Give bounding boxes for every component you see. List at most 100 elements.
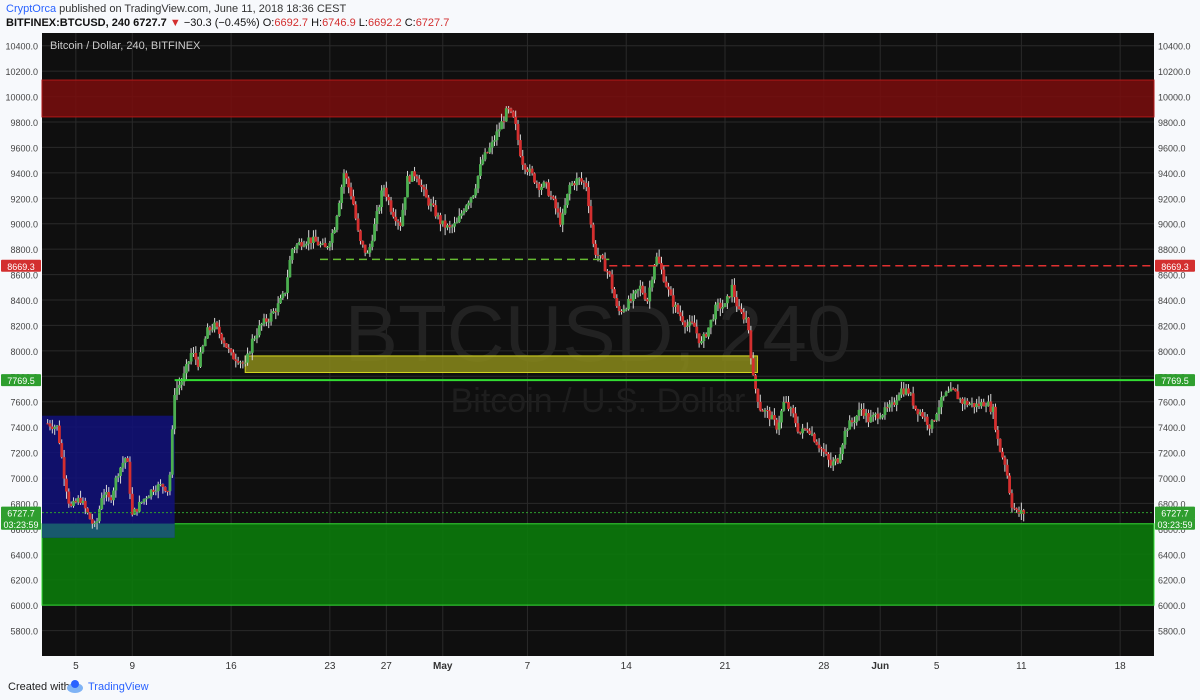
x-tick-label: 27 bbox=[381, 661, 393, 672]
candle-body bbox=[100, 498, 104, 509]
candle-body bbox=[208, 327, 212, 331]
candle-body bbox=[601, 255, 605, 259]
y-tick-label-left: 5800.0 bbox=[10, 627, 38, 637]
y-tick-label-right: 8600.0 bbox=[1158, 271, 1186, 281]
candle-body bbox=[335, 215, 339, 230]
price-tag-left bbox=[1, 506, 41, 519]
candle-body bbox=[928, 424, 932, 429]
candle-body bbox=[864, 413, 868, 416]
candle-body bbox=[878, 417, 882, 419]
y-tick-label-right: 8000.0 bbox=[1158, 347, 1186, 357]
candle-body bbox=[368, 247, 372, 253]
y-tick-label-right: 10000.0 bbox=[1158, 93, 1191, 103]
candle-body bbox=[685, 325, 689, 327]
price-tag-left-text: 7769.5 bbox=[7, 376, 35, 386]
candle-body bbox=[1017, 510, 1021, 514]
candle-body bbox=[177, 384, 181, 389]
candle-body bbox=[523, 164, 527, 170]
chart-title: Bitcoin / Dollar, 240, BITFINEX bbox=[50, 40, 201, 52]
candle-body bbox=[295, 244, 299, 249]
candle-body bbox=[448, 225, 452, 227]
candle-body bbox=[805, 428, 809, 431]
candle-body bbox=[815, 441, 819, 445]
y-tick-label-left: 6200.0 bbox=[10, 576, 38, 586]
price-tag-left-text: 6727.7 bbox=[7, 509, 35, 519]
price-tag-right-text: 6727.7 bbox=[1161, 509, 1189, 519]
candle-body bbox=[526, 169, 529, 173]
candle-body bbox=[462, 210, 466, 214]
candle-body bbox=[817, 444, 821, 449]
candle-body bbox=[166, 491, 169, 493]
candle-body bbox=[558, 212, 562, 225]
candle-body bbox=[641, 285, 645, 293]
candle-body bbox=[319, 244, 322, 246]
price-tag-right-text: 8669.3 bbox=[1161, 262, 1189, 272]
candle-body bbox=[551, 196, 555, 199]
candle-body bbox=[232, 352, 235, 360]
y-tick-label-right: 9200.0 bbox=[1158, 194, 1186, 204]
candle-body bbox=[801, 428, 805, 434]
candle-body bbox=[401, 209, 405, 227]
candle-body bbox=[737, 306, 741, 309]
candle-body bbox=[1022, 510, 1026, 514]
candle-body bbox=[925, 416, 929, 425]
y-tick-label-left: 9800.0 bbox=[10, 118, 38, 128]
candle-body bbox=[326, 246, 329, 248]
price-tag-left-text: 8669.3 bbox=[7, 262, 35, 272]
y-tick-label-right: 8400.0 bbox=[1158, 296, 1186, 306]
y-tick-label-right: 6400.0 bbox=[1158, 550, 1186, 560]
candle-body bbox=[667, 286, 670, 290]
chart-area[interactable]: BTCUSD, 240 Bitcoin / U.S. Dollar Bitcoin … bbox=[0, 33, 1200, 673]
candle-body bbox=[446, 225, 449, 228]
candle-body bbox=[227, 347, 231, 349]
y-tick-label-right: 10400.0 bbox=[1158, 42, 1191, 52]
tradingview-brand-link[interactable]: TradingView bbox=[88, 681, 149, 693]
open-value: 6692.7 bbox=[274, 17, 308, 29]
candle-body bbox=[1005, 464, 1009, 476]
x-tick-label: 18 bbox=[1115, 661, 1127, 672]
candle-body bbox=[203, 338, 207, 347]
candle-body bbox=[850, 420, 854, 423]
candle-body bbox=[824, 451, 828, 454]
y-tick-label-left: 7400.0 bbox=[10, 423, 38, 433]
candle-body bbox=[488, 147, 492, 153]
candle-body bbox=[83, 500, 87, 509]
candle-body bbox=[624, 309, 628, 311]
y-tick-label-right: 8200.0 bbox=[1158, 321, 1186, 331]
candle-body bbox=[399, 222, 402, 227]
candle-body bbox=[904, 388, 908, 395]
candle-body bbox=[272, 311, 275, 314]
symbol-label: BITFINEX:BTCUSD, 240 bbox=[6, 17, 131, 29]
candle-body bbox=[490, 141, 494, 148]
candle-body bbox=[215, 322, 219, 327]
author-link[interactable]: CryptOrca bbox=[6, 3, 57, 15]
candle-body bbox=[561, 213, 565, 225]
candle-body bbox=[194, 352, 198, 360]
candle-body bbox=[984, 405, 988, 407]
candle-body bbox=[1019, 510, 1023, 514]
candle-body bbox=[161, 484, 165, 487]
y-tick-label-left: 8200.0 bbox=[10, 321, 38, 331]
y-tick-label-left: 10400.0 bbox=[5, 42, 38, 52]
x-tick-label: 14 bbox=[621, 661, 633, 672]
candle-body bbox=[725, 296, 729, 304]
candle-body bbox=[1003, 457, 1007, 465]
candle-body bbox=[810, 433, 814, 435]
candle-body bbox=[963, 400, 967, 404]
candle-body bbox=[97, 508, 101, 522]
candle-body bbox=[911, 393, 915, 406]
candle-body bbox=[260, 323, 264, 326]
x-tick-label: 16 bbox=[226, 661, 238, 672]
candle-body bbox=[130, 493, 134, 515]
candle-body bbox=[479, 164, 482, 176]
candle-body bbox=[321, 243, 325, 245]
candle-body bbox=[53, 426, 57, 429]
candle-body bbox=[942, 395, 946, 398]
y-tick-label-left: 10000.0 bbox=[5, 93, 38, 103]
candle-body bbox=[930, 420, 934, 429]
candle-body bbox=[229, 348, 233, 353]
candle-body bbox=[822, 448, 826, 452]
candle-body bbox=[606, 271, 609, 273]
candle-body bbox=[563, 205, 567, 214]
